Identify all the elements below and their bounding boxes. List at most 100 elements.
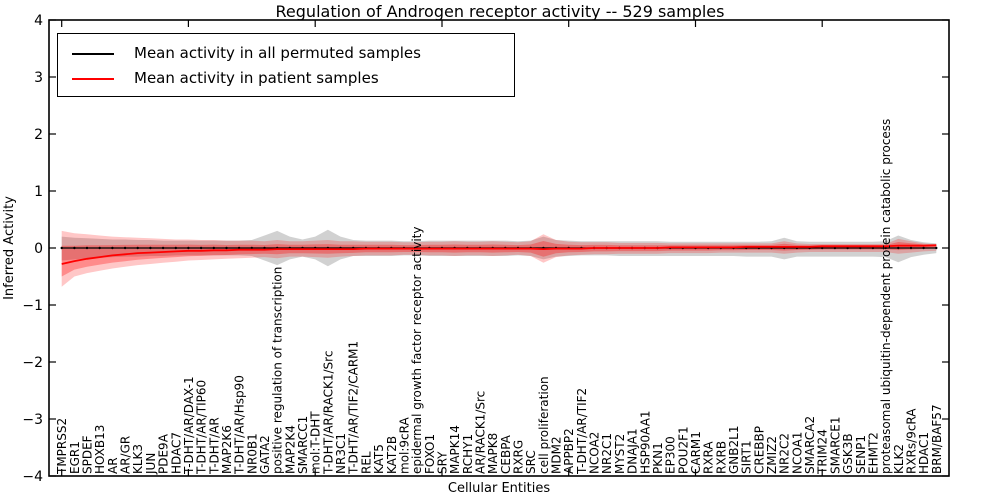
legend-line-patient-icon (72, 77, 114, 80)
x-category-label: SENP1 (854, 435, 868, 474)
x-category-label: CARM1 (689, 431, 703, 474)
x-category-label: SMARCA2 (803, 416, 817, 474)
x-category-label: epidermal growth factor receptor activit… (410, 227, 424, 474)
x-category-label: BRM/BAF57 (930, 404, 944, 474)
series-marker (821, 246, 824, 250)
x-category-label: RXRG (512, 440, 526, 474)
x-category-label: KAT2B (385, 436, 399, 474)
x-category-label: AR/RACK1/Src (474, 391, 488, 474)
series-marker (859, 246, 862, 250)
x-category-label: POU2F1 (676, 426, 690, 474)
series-marker (111, 246, 114, 250)
x-category-label: SRC (524, 450, 538, 474)
series-line-1 (61, 244, 937, 265)
x-category-label: EGR1 (68, 441, 82, 474)
axes-frame (48, 19, 950, 477)
x-category-label: HDAC1 (917, 432, 931, 474)
series-marker (909, 246, 913, 250)
series-marker (884, 246, 887, 250)
y-tick-label: 2 (34, 127, 43, 143)
x-category-label: MYST2 (613, 434, 627, 474)
x-category-label: RXRB (714, 441, 728, 474)
chart-title: Regulation of Androgen receptor activity… (275, 2, 725, 21)
x-category-label: AR (106, 457, 120, 474)
x-category-label: T-DHT/AR/Hsp90 (233, 375, 247, 475)
x-category-label: TRIM24 (816, 429, 830, 475)
series-marker (73, 246, 76, 250)
y-tick-label: −4 (22, 469, 43, 485)
x-category-label: ZMIZ2 (765, 436, 779, 474)
x-category-label: TMPRSS2 (55, 418, 69, 475)
x-category-label: SMARCE1 (828, 416, 842, 474)
series-marker (250, 246, 253, 250)
x-category-label: PKN1 (651, 442, 665, 474)
series-marker (935, 246, 938, 250)
y-tick-label: −3 (22, 412, 43, 428)
series-marker (174, 246, 177, 250)
series-marker (237, 246, 241, 250)
x-category-label: APPBP2 (562, 428, 576, 474)
x-category-label: cell proliferation (537, 376, 551, 474)
x-category-label: NCOA2 (588, 432, 602, 474)
series-marker (85, 246, 89, 250)
series-marker (846, 246, 849, 250)
x-category-label: positive regulation of transcription (271, 267, 285, 474)
x-category-label: NR0B1 (245, 433, 259, 474)
x-category-label: mol:9cRA (397, 417, 411, 474)
series-marker (871, 246, 875, 250)
x-category-label: MAP2K6 (220, 425, 234, 474)
legend-label-permuted: Mean activity in all permuted samples (134, 44, 421, 62)
legend-line-permuted-icon (72, 52, 114, 55)
x-category-label: HOXB13 (93, 425, 107, 474)
x-category-label: MAPK8 (486, 433, 500, 474)
x-category-label: MDM2 (550, 436, 564, 474)
x-category-label: SPDEF (81, 435, 95, 474)
y-tick-label: 3 (34, 70, 43, 86)
legend: Mean activity in all permuted samples Me… (57, 33, 515, 97)
x-category-label: AR/GR (119, 436, 133, 474)
series-marker (922, 246, 925, 250)
y-tick-label: 0 (34, 241, 43, 257)
legend-label-patient: Mean activity in patient samples (134, 69, 379, 87)
series-marker (199, 246, 203, 250)
series-marker (136, 246, 139, 250)
x-category-label: GATA2 (258, 435, 272, 474)
legend-entry-patient: Mean activity in patient samples (72, 66, 514, 91)
x-category-label: SRY (436, 451, 450, 474)
x-category-label: DNAJA1 (626, 428, 640, 474)
y-tick-label: −2 (22, 355, 43, 371)
y-tick-label: 1 (34, 184, 43, 200)
x-category-label: CEBPA (499, 434, 513, 474)
x-category-label: T-DHT/AR/TIF2 (575, 388, 589, 475)
x-category-label: EP300 (664, 436, 678, 474)
x-category-label: T-DHT/AR/DAX-1 (182, 376, 196, 475)
series-marker (98, 246, 101, 250)
series-marker (212, 246, 215, 250)
x-category-label: GNB2L1 (727, 426, 741, 474)
series-marker (123, 246, 127, 250)
x-category-label: T-DHT/AR/TIP60 (195, 380, 209, 475)
series-marker (161, 246, 165, 250)
x-category-label: mol:T-DHT (309, 411, 323, 474)
x-category-label: HDAC7 (169, 432, 183, 474)
series-marker (149, 246, 152, 250)
x-category-label: RXRs/9cRA (905, 408, 919, 474)
x-category-label: REL (359, 451, 373, 474)
x-category-label: NCOA1 (790, 432, 804, 474)
series-marker (225, 246, 228, 250)
patient-samples-band-area (61, 230, 937, 287)
x-category-label: KLK2 (892, 444, 906, 474)
x-category-label: MAPK14 (448, 425, 462, 474)
x-category-label: FOXO1 (423, 434, 437, 474)
series-marker (263, 246, 266, 250)
series-marker (897, 246, 900, 250)
x-category-label: SMARCC1 (296, 416, 310, 474)
x-category-label: RCHY1 (461, 434, 475, 474)
x-category-label: GSK3B (841, 433, 855, 474)
x-category-label: T-DHT/AR/RACK1/Src (321, 351, 335, 475)
x-category-label: KLK3 (131, 444, 145, 474)
x-category-label: NR2C2 (778, 433, 792, 474)
x-category-label: HSP90AA1 (638, 410, 652, 474)
